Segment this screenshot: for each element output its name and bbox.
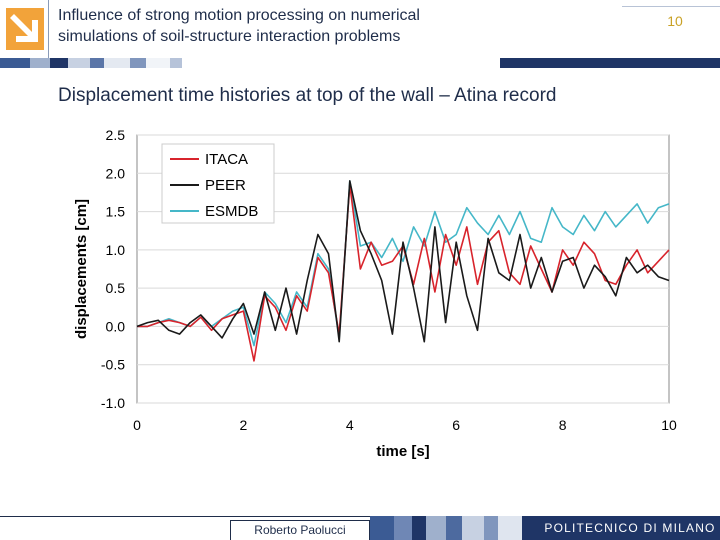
x-axis-label: time [s] <box>376 443 429 460</box>
legend-label-peer: PEER <box>205 177 246 194</box>
y-tick-label: -0.5 <box>101 357 125 373</box>
y-tick-label: 2.5 <box>106 127 126 143</box>
institution-name: POLITECNICO DI MILANO <box>544 521 716 535</box>
politecnico-logo <box>6 8 44 50</box>
header-band <box>0 58 720 68</box>
footer-band <box>370 516 720 540</box>
series-line-esmdb <box>137 180 670 347</box>
legend: ITACA PEER ESMDB <box>170 151 258 220</box>
x-tick-label: 0 <box>133 417 141 433</box>
x-tick-label: 8 <box>559 417 567 433</box>
x-tick-label: 2 <box>240 417 248 433</box>
y-tick-label: 2.0 <box>106 165 126 181</box>
x-tick-label: 10 <box>661 417 677 433</box>
displacement-chart: 2.5 2.0 1.5 1.0 0.5 0.0 -0.5 -1.0 0 2 4 6 8 10 ITACA… <box>73 127 677 460</box>
y-tick-label: -1.0 <box>101 395 125 411</box>
y-tick-label: 0.5 <box>106 280 126 296</box>
title-line-2: simulations of soil-structure interactio… <box>58 28 401 45</box>
footer-stripes <box>370 516 532 540</box>
y-tick-label: 0.0 <box>106 318 126 334</box>
footer-rule <box>0 516 370 517</box>
series-lines <box>136 180 670 362</box>
x-tick-labels: 0 2 4 6 8 10 <box>133 417 677 433</box>
x-tick-label: 6 <box>452 417 460 433</box>
y-tick-label: 1.5 <box>106 204 126 220</box>
title-line-1: Influence of strong motion processing on… <box>58 7 420 24</box>
slide-header-title: Influence of strong motion processing on… <box>58 5 578 47</box>
legend-box <box>161 143 275 224</box>
series-line-peer <box>136 180 670 343</box>
legend-label-esmdb: ESMDB <box>205 203 258 220</box>
y-tick-label: 1.0 <box>106 242 126 258</box>
x-tick-label: 4 <box>346 417 354 433</box>
footer-author: Roberto Paolucci <box>230 520 370 540</box>
page-number: 10 <box>667 13 683 29</box>
page-number-rule <box>622 6 720 7</box>
header-separator <box>48 0 49 58</box>
legend-label-itaca: ITACA <box>205 151 248 168</box>
slide-subtitle: Displacement time histories at top of th… <box>58 85 557 106</box>
y-axis-label: displacements [cm] <box>73 199 90 339</box>
y-tick-labels: 2.5 2.0 1.5 1.0 0.5 0.0 -0.5 -1.0 <box>101 127 125 411</box>
